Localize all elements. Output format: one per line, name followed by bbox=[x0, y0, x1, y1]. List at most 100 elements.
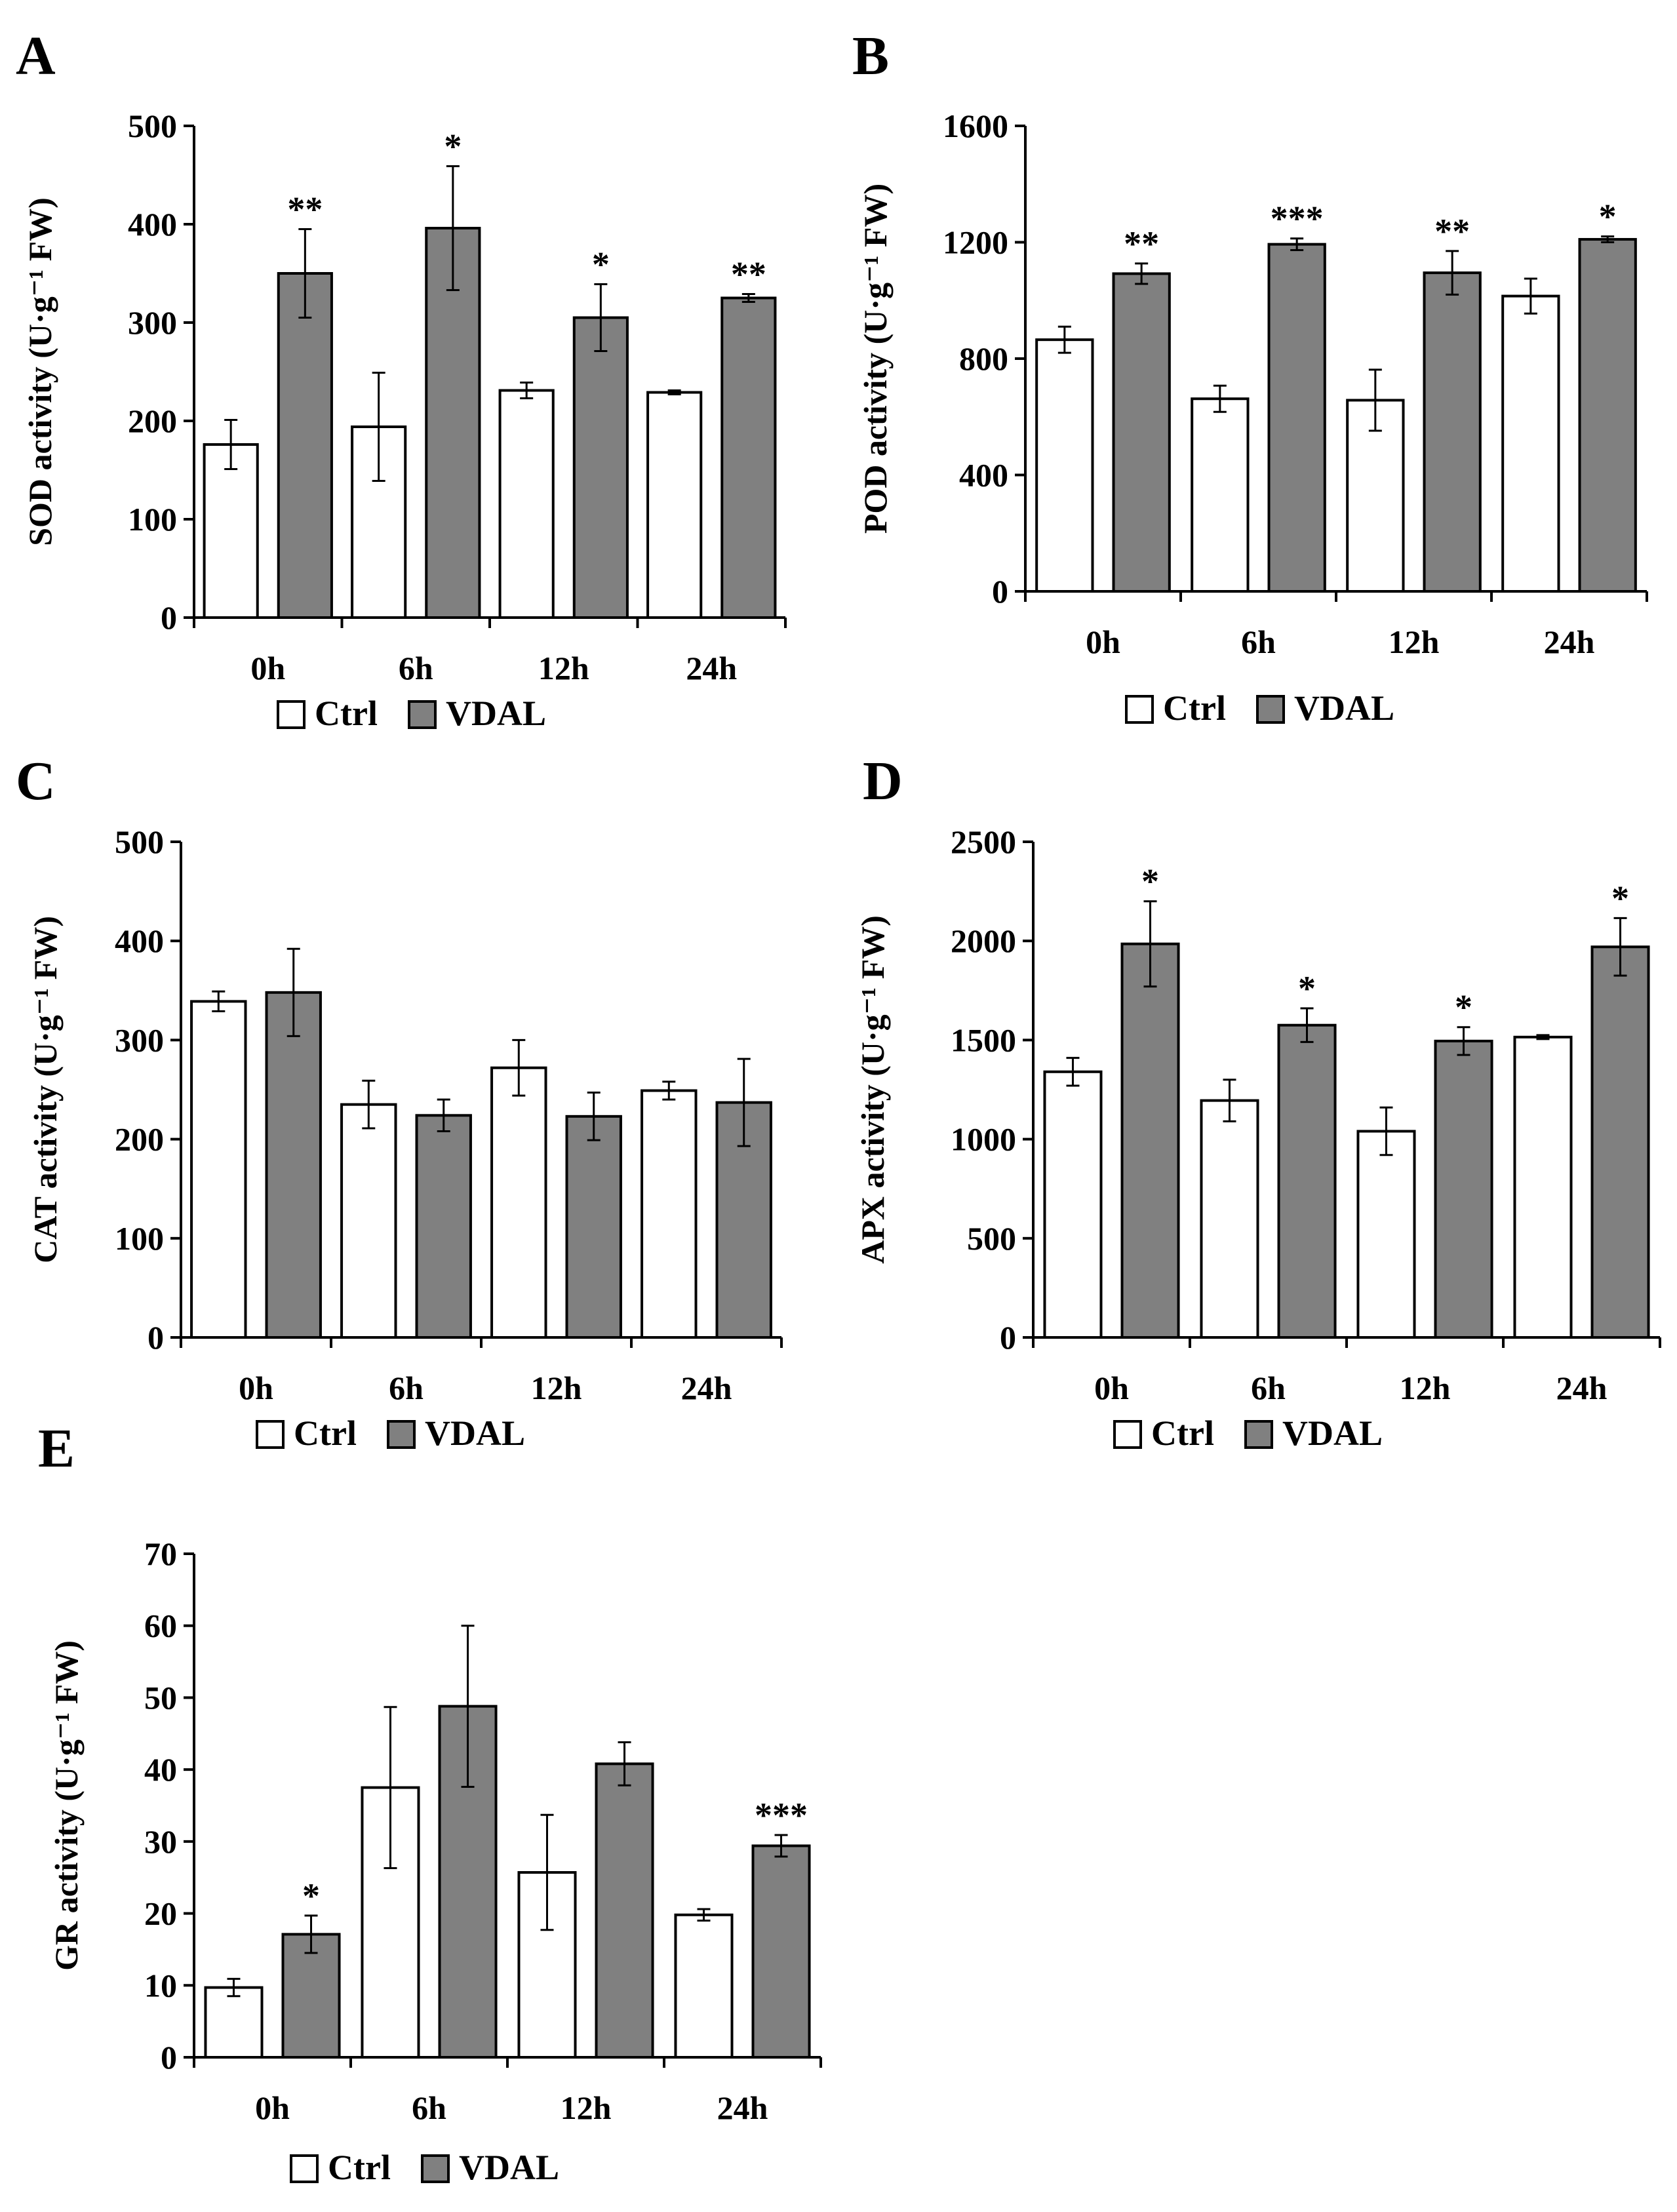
significance-label: * bbox=[1298, 969, 1316, 1008]
x-tick-label: 24h bbox=[1556, 1370, 1608, 1406]
legend-label-ctrl: Ctrl bbox=[1151, 1413, 1214, 1453]
x-tick-label: 24h bbox=[717, 2089, 768, 2126]
y-axis-title: POD activity (U·g⁻¹ FW) bbox=[857, 184, 894, 534]
bar-vdal bbox=[265, 991, 322, 1339]
bar-vdal bbox=[1277, 1023, 1337, 1339]
y-tick-label: 1600 bbox=[943, 108, 1008, 144]
legend-swatch-ctrl bbox=[1113, 1420, 1142, 1449]
bar-vdal bbox=[1423, 271, 1482, 593]
chart-a: 0 100 200 300 400 500 SOD activity (U·g⁻¹ FW) 0… bbox=[22, 108, 787, 733]
y-tick-label: 100 bbox=[115, 1220, 164, 1257]
bar-vdal bbox=[1590, 945, 1650, 1339]
chart-c: 0 100 200 300 400 500 CAT activity (U·g⁻¹ FW) 0… bbox=[27, 823, 783, 1453]
legend-label-ctrl: Ctrl bbox=[315, 694, 378, 733]
panel-letter-b: B bbox=[852, 26, 890, 87]
bar-vdal bbox=[277, 272, 333, 619]
significance-label: ** bbox=[1434, 212, 1470, 251]
x-tick-label: 12h bbox=[561, 2089, 612, 2126]
bar-ctrl bbox=[340, 1103, 397, 1339]
x-tick-label: 12h bbox=[538, 650, 589, 686]
legend-swatch-ctrl bbox=[277, 700, 306, 729]
y-tick-label: 300 bbox=[128, 304, 177, 341]
bar-ctrl bbox=[674, 1913, 734, 2059]
y-tick-label: 0 bbox=[161, 2039, 177, 2076]
significance-label: * bbox=[1141, 862, 1159, 901]
x-tick-label: 0h bbox=[250, 650, 285, 686]
bar-ctrl bbox=[490, 1066, 547, 1339]
bar-vdal bbox=[281, 1933, 341, 2059]
y-axis-title: CAT activity (U·g⁻¹ FW) bbox=[27, 916, 64, 1263]
bar-ctrl bbox=[641, 1089, 698, 1339]
y-tick-label: 400 bbox=[128, 206, 177, 243]
significance-label: * bbox=[1611, 879, 1629, 918]
y-tick-label: 0 bbox=[148, 1319, 164, 1356]
legend-label-vdal: VDAL bbox=[1294, 688, 1394, 728]
x-tick-label: 0h bbox=[1094, 1370, 1129, 1406]
y-tick-label: 0 bbox=[1000, 1319, 1016, 1356]
y-tick-label: 2500 bbox=[951, 823, 1016, 860]
legend-label-vdal: VDAL bbox=[1282, 1413, 1383, 1453]
legend-swatch-vdal bbox=[387, 1420, 416, 1449]
y-tick-label: 1000 bbox=[951, 1121, 1016, 1158]
panel-letter-c: C bbox=[16, 751, 56, 812]
y-tick-label: 2000 bbox=[951, 922, 1016, 959]
significance-label: * bbox=[592, 245, 610, 285]
legend: Ctrl VDAL bbox=[1113, 1413, 1383, 1453]
y-axis-title: SOD activity (U·g⁻¹ FW) bbox=[22, 197, 58, 546]
y-tick-label: 0 bbox=[161, 599, 177, 636]
y-tick-label: 60 bbox=[144, 1608, 177, 1644]
bar-ctrl bbox=[1043, 1070, 1103, 1339]
x-tick-label: 12h bbox=[1400, 1370, 1451, 1406]
x-tick-label: 6h bbox=[399, 650, 433, 686]
panel-letter-e: E bbox=[38, 1418, 75, 1479]
y-tick-label: 500 bbox=[115, 823, 164, 860]
y-tick-label: 500 bbox=[967, 1220, 1016, 1257]
y-tick-label: 300 bbox=[115, 1021, 164, 1058]
legend: Ctrl VDAL bbox=[277, 694, 546, 733]
y-tick-label: 40 bbox=[144, 1751, 177, 1788]
y-axis-title: GR activity (U·g⁻¹ FW) bbox=[48, 1640, 85, 1971]
y-tick-label: 200 bbox=[128, 403, 177, 439]
significance-label: ** bbox=[731, 255, 766, 294]
bar-ctrl bbox=[1191, 397, 1250, 593]
bar-vdal bbox=[415, 1114, 472, 1339]
legend-label-vdal: VDAL bbox=[446, 694, 546, 733]
legend-swatch-ctrl bbox=[290, 2154, 319, 2183]
bar-ctrl bbox=[190, 1000, 247, 1339]
x-tick-label: 6h bbox=[412, 2089, 446, 2126]
bar-ctrl bbox=[646, 391, 703, 619]
legend-label-vdal: VDAL bbox=[425, 1413, 525, 1453]
significance-label: *** bbox=[755, 1796, 808, 1835]
y-tick-label: 100 bbox=[128, 501, 177, 538]
y-tick-label: 10 bbox=[144, 1967, 177, 2004]
bar-vdal bbox=[1267, 243, 1326, 593]
x-tick-label: 12h bbox=[1389, 623, 1440, 660]
legend: Ctrl VDAL bbox=[290, 2148, 559, 2187]
significance-label: ** bbox=[287, 190, 323, 229]
legend-swatch-ctrl bbox=[256, 1420, 285, 1449]
bar-ctrl bbox=[203, 443, 259, 619]
y-tick-label: 1200 bbox=[943, 224, 1008, 261]
bar-vdal bbox=[751, 1844, 811, 2059]
bar-ctrl bbox=[1200, 1099, 1259, 1339]
y-tick-label: 500 bbox=[128, 108, 177, 144]
legend-label-vdal: VDAL bbox=[459, 2148, 559, 2187]
bar-vdal bbox=[1578, 238, 1637, 593]
x-tick-label: 12h bbox=[531, 1370, 582, 1406]
x-tick-label: 24h bbox=[1544, 623, 1595, 660]
chart-d: 0 500 1000 1500 2000 2500 APX activity (U·g⁻¹ … bbox=[854, 823, 1661, 1453]
significance-label: * bbox=[302, 1876, 320, 1916]
y-tick-label: 1500 bbox=[951, 1021, 1016, 1058]
bar-ctrl bbox=[1501, 294, 1560, 593]
legend-swatch-vdal bbox=[408, 700, 437, 729]
legend-swatch-vdal bbox=[1256, 695, 1285, 724]
legend-swatch-ctrl bbox=[1125, 695, 1154, 724]
y-tick-label: 30 bbox=[144, 1823, 177, 1860]
x-tick-label: 0h bbox=[1086, 623, 1120, 660]
legend: Ctrl VDAL bbox=[256, 1413, 525, 1453]
bar-vdal bbox=[720, 296, 777, 619]
chart-b: 0 400 800 1200 1600 POD activity (U·g⁻¹ FW) 0h… bbox=[857, 108, 1648, 728]
y-tick-label: 70 bbox=[144, 1535, 177, 1572]
x-tick-label: 0h bbox=[239, 1370, 273, 1406]
